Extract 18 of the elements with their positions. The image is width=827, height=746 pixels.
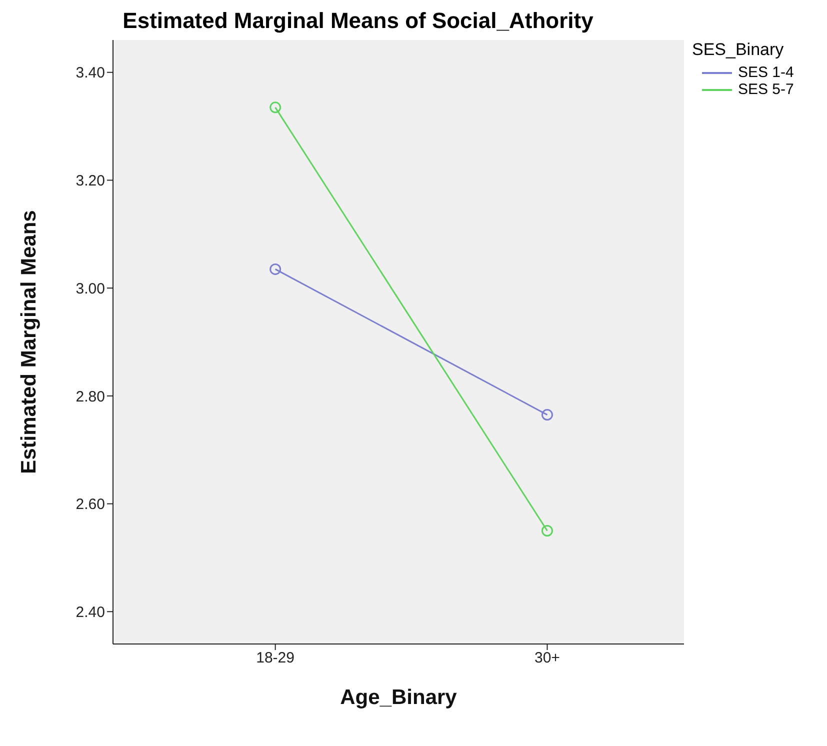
y-tick-label: 3.20 <box>76 172 105 190</box>
legend-title: SES_Binary <box>692 40 785 60</box>
y-tick-label: 2.40 <box>76 604 105 621</box>
x-tick-label: 30+ <box>534 650 560 667</box>
y-tick-label: 3.00 <box>76 280 105 298</box>
point <box>541 409 553 421</box>
x-tick-label: 18-29 <box>256 650 295 667</box>
point <box>270 102 282 114</box>
x-axis-title: Age_Binary <box>340 686 458 709</box>
point <box>270 263 282 275</box>
legend-label: SES 5-7 <box>738 81 794 98</box>
point <box>541 525 553 536</box>
legend-label: SES 1-4 <box>738 64 794 81</box>
y-tick-label: 2.80 <box>76 388 105 406</box>
chart-title: Estimated Marginal Means of Social_Athority <box>122 8 594 34</box>
y-tick-label: 2.60 <box>76 496 105 514</box>
y-tick-label: 3.40 <box>76 64 105 82</box>
y-axis-title: Estimated Marginal Means <box>17 210 40 474</box>
